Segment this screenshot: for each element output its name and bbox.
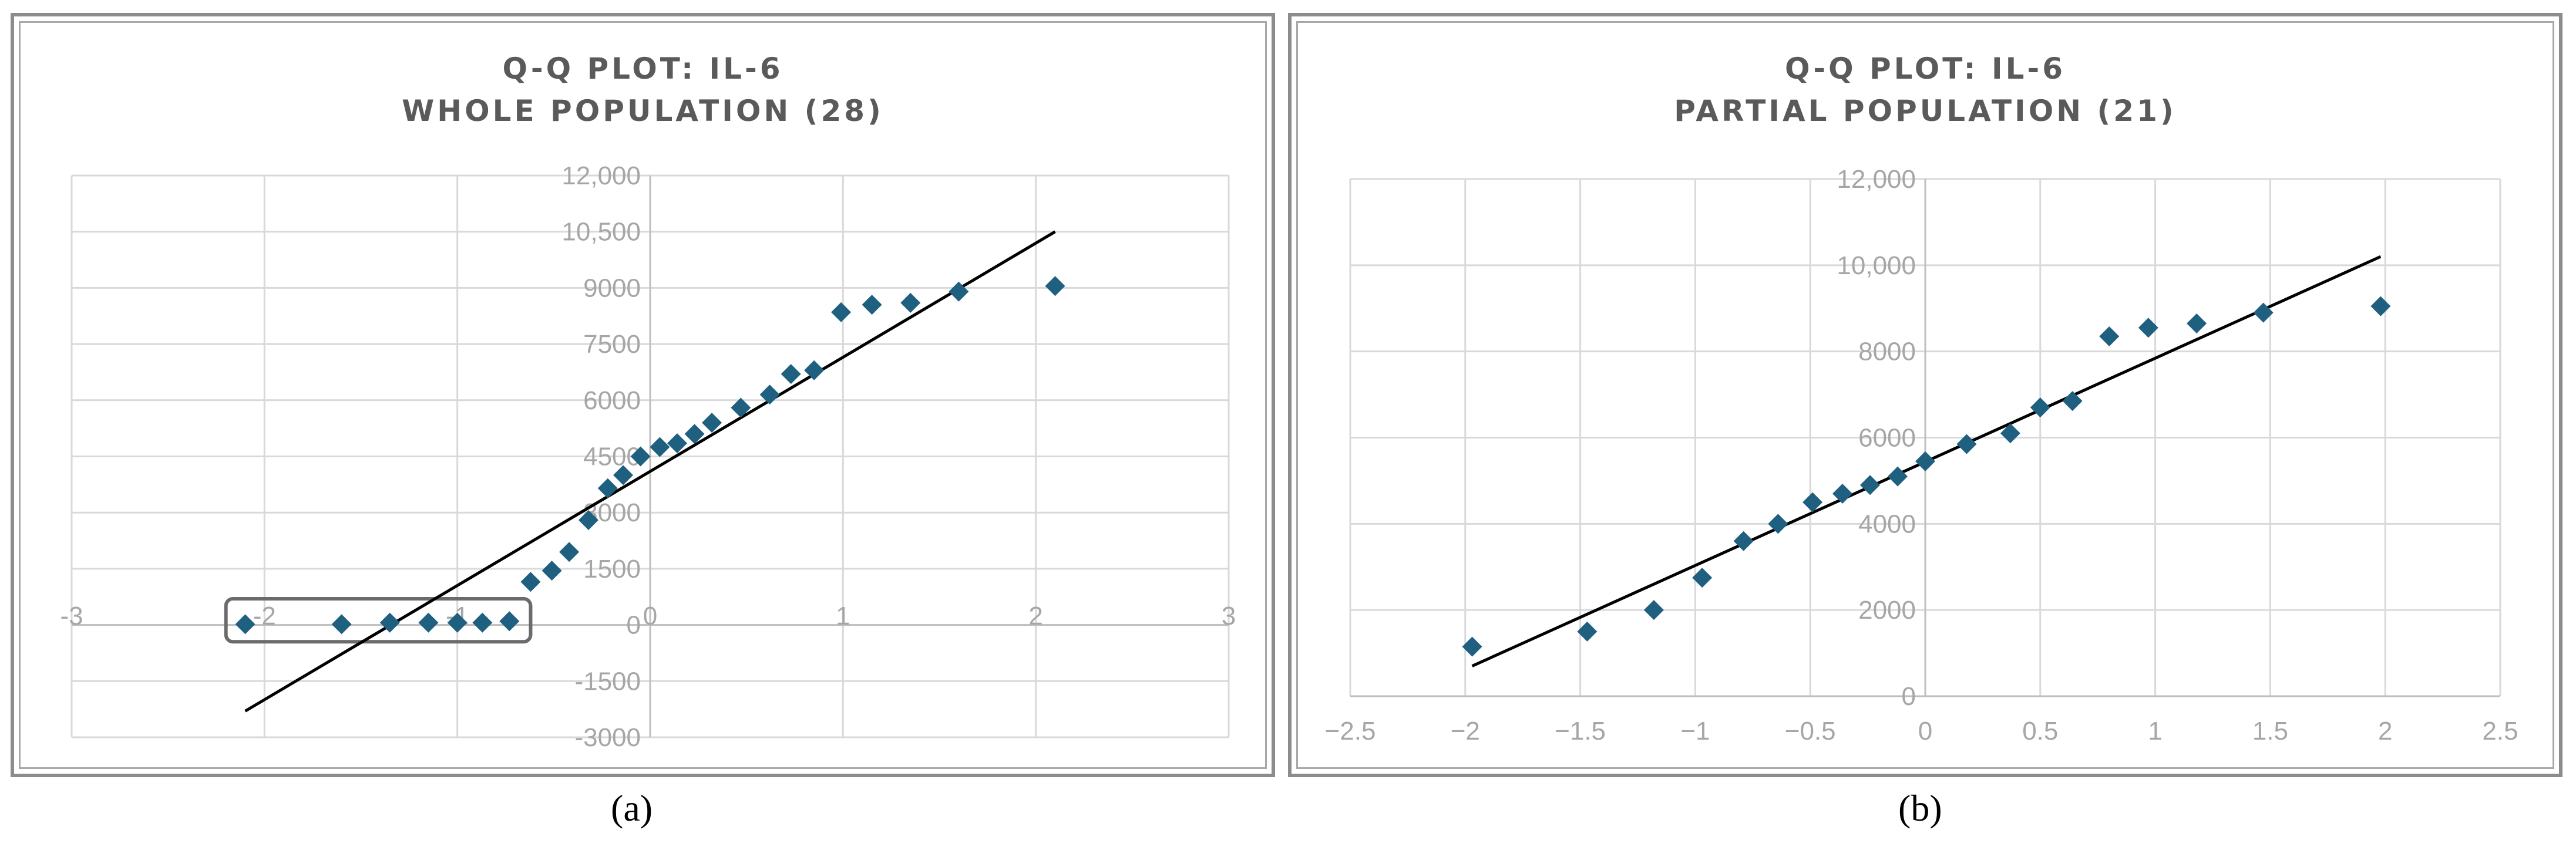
x-tick-label: 1 [836, 602, 850, 630]
data-point [2062, 391, 2083, 411]
data-point [597, 478, 618, 498]
data-point [650, 437, 670, 457]
x-tick-label: 3 [1222, 602, 1236, 630]
chart-a-subtitle: WHOLE POPULATION (28) [402, 94, 884, 128]
trendline [244, 230, 1056, 713]
data-point [447, 612, 468, 633]
chart-b-subtitle: PARTIAL POPULATION (21) [1674, 94, 2177, 128]
x-tick-label: −2 [1451, 717, 1480, 746]
data-point [1915, 451, 1935, 471]
data-point [613, 465, 634, 485]
data-point [2253, 302, 2274, 323]
x-tick-label: 2 [1028, 602, 1042, 630]
data-point [235, 614, 255, 635]
data-point [1888, 466, 1908, 487]
x-tick-label: 0 [1918, 717, 1932, 746]
x-tick-label: 2.5 [2482, 717, 2518, 746]
data-point [1832, 483, 1853, 504]
data-point [1462, 636, 1482, 657]
data-point [781, 364, 801, 384]
chart-panel-a: Q-Q PLOT: IL-6 WHOLE POPULATION (28) -30… [11, 13, 1275, 777]
data-point [731, 397, 751, 418]
x-tick-label: −1.5 [1555, 717, 1606, 746]
x-tick-label: 0 [643, 602, 657, 630]
chart-a-plot: -3000-1500015003000450060007500900010,50… [60, 161, 1236, 752]
data-point [667, 433, 687, 454]
y-tick-label: 8000 [1858, 338, 1916, 366]
caption-b: (b) [1898, 787, 1942, 829]
data-point [1768, 514, 1788, 534]
data-point [1956, 434, 1977, 454]
data-point [1045, 276, 1065, 296]
y-tick-label: 1500 [583, 555, 641, 583]
x-tick-label: -3 [60, 602, 83, 630]
x-tick-label: -2 [253, 602, 276, 630]
chart-panel-b-inner-border [1296, 21, 2554, 769]
highlight-box [224, 596, 533, 644]
data-point [418, 612, 439, 633]
chart-b-title: Q-Q PLOT: IL-6 [1784, 52, 2066, 86]
data-point [630, 446, 651, 467]
chart-a-title: Q-Q PLOT: IL-6 [502, 52, 783, 86]
data-point [2370, 296, 2391, 316]
y-tick-label: -1500 [574, 667, 641, 696]
y-tick-label: 12,000 [561, 161, 641, 190]
x-tick-label: −0.5 [1785, 717, 1836, 746]
x-tick-label: 1.5 [2252, 717, 2288, 746]
data-point [804, 360, 825, 380]
y-tick-label: 0 [627, 611, 641, 640]
data-point [559, 542, 580, 562]
chart-panel-b: Q-Q PLOT: IL-6 PARTIAL POPULATION (21) 0… [1288, 13, 2562, 777]
data-point [702, 413, 722, 433]
data-point [2000, 423, 2020, 444]
data-point [831, 302, 852, 322]
y-tick-label: 12,000 [1837, 165, 1916, 194]
data-point [520, 572, 541, 592]
chart-panel-a-inner-border [19, 21, 1267, 769]
y-tick-label: 7500 [583, 330, 641, 359]
data-point [1802, 492, 1823, 512]
chart-b-plot: 0 2000 4000 6000 8000 10,000 12,000 −2.5 −2 −1.5 −… [1325, 165, 2518, 746]
x-tick-label: 2 [2378, 717, 2392, 746]
data-point [900, 292, 921, 313]
x-tick-label: −2.5 [1325, 717, 1376, 746]
data-point [1692, 568, 1713, 588]
data-point [578, 510, 598, 530]
data-point [949, 281, 969, 302]
data-point [542, 561, 562, 581]
data-point [862, 295, 882, 315]
y-tick-label: 6000 [1858, 424, 1916, 453]
data-point [379, 612, 400, 633]
y-tick-label: 10,000 [1837, 251, 1916, 280]
x-tick-label: −1 [1680, 717, 1710, 746]
data-point [331, 614, 352, 635]
data-point [2099, 326, 2120, 346]
caption-a: (a) [611, 787, 653, 829]
data-point [499, 611, 520, 632]
y-tick-label: 10,500 [561, 218, 641, 247]
data-point [1643, 600, 1664, 620]
y-tick-label: 4000 [1858, 510, 1916, 538]
x-tick-label: 1 [2148, 717, 2162, 746]
data-point [2138, 318, 2158, 338]
data-point [684, 424, 705, 444]
data-point [1577, 621, 1598, 642]
data-point [1860, 475, 1881, 495]
x-tick-label: 0.5 [2022, 717, 2058, 746]
y-tick-label: 9000 [583, 274, 641, 302]
data-point [472, 612, 493, 633]
data-point [2187, 313, 2207, 333]
data-point [1733, 531, 1754, 551]
data-point [2030, 397, 2050, 418]
y-tick-label: -3000 [574, 723, 641, 752]
y-tick-label: 0 [1902, 682, 1916, 711]
y-tick-label: 6000 [583, 386, 641, 415]
data-point [759, 384, 780, 405]
y-tick-label: 2000 [1858, 596, 1916, 625]
